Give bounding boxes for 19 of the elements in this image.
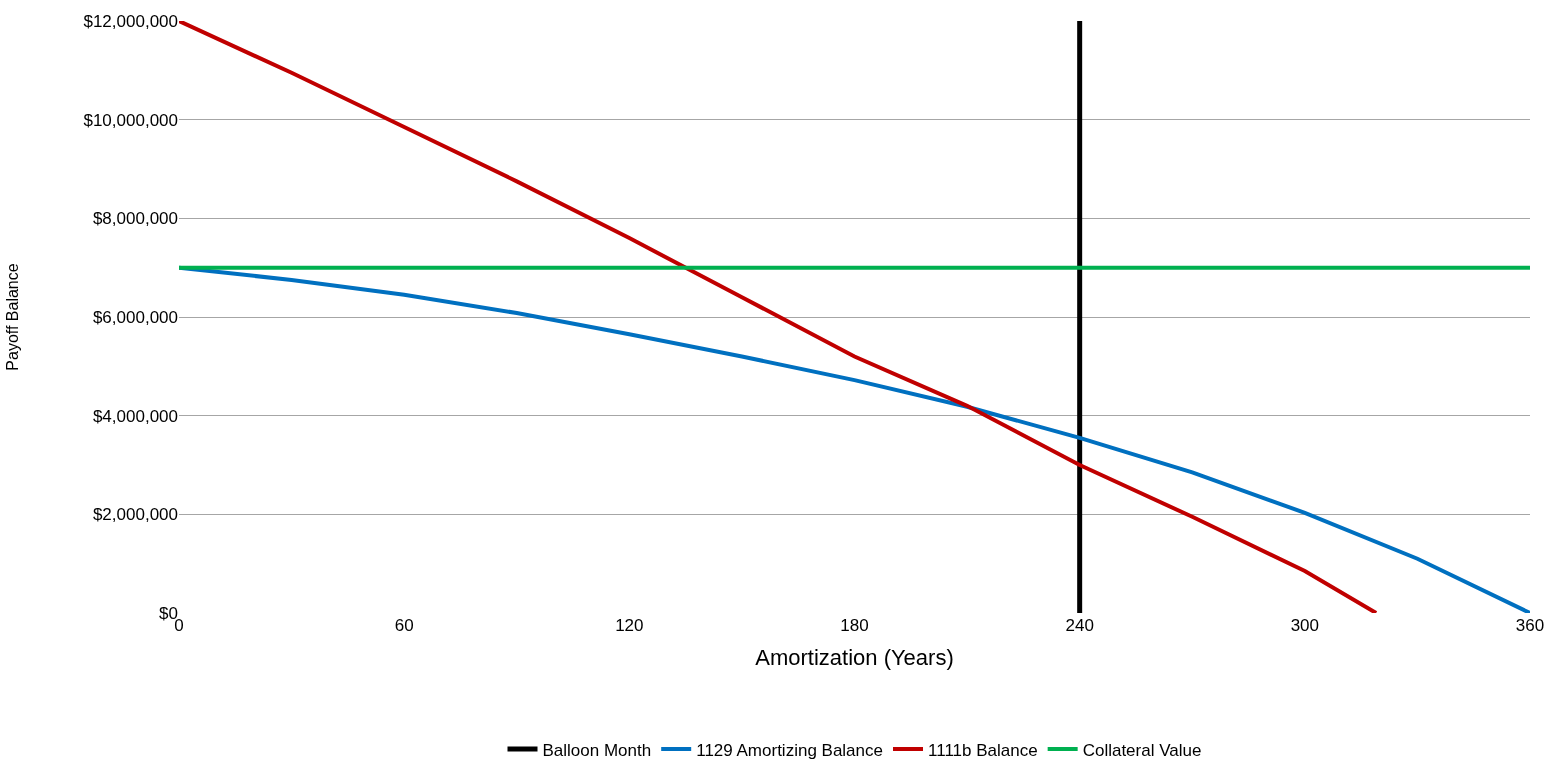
legend-label: Balloon Month <box>542 740 652 760</box>
x-tick-label: 120 <box>615 616 644 635</box>
x-tick-label: 60 <box>394 616 414 635</box>
y-axis-title: Payoff Balance <box>4 263 22 371</box>
x-axis-title: Amortization (Years) <box>755 644 954 670</box>
line-series <box>179 21 1379 613</box>
y-tick-label: $12,000,000 <box>83 11 178 31</box>
y-tick-label: $2,000,000 <box>92 505 178 525</box>
x-tick-label: 240 <box>1065 616 1094 635</box>
legend-label: 1129 Amortizing Balance <box>696 740 883 760</box>
x-tick-label: 180 <box>840 616 869 635</box>
legend-label: Collateral Value <box>1082 740 1202 760</box>
y-tick-label: $8,000,000 <box>92 209 178 229</box>
legend-label: 1111b Balance <box>928 740 1038 760</box>
x-tick-label: 360 <box>1515 616 1545 635</box>
x-tick-label: 300 <box>1290 616 1320 635</box>
y-tick-label: $10,000,000 <box>83 110 178 130</box>
y-tick-label: $6,000,000 <box>92 307 178 327</box>
y-tick-label: $4,000,000 <box>92 406 178 426</box>
